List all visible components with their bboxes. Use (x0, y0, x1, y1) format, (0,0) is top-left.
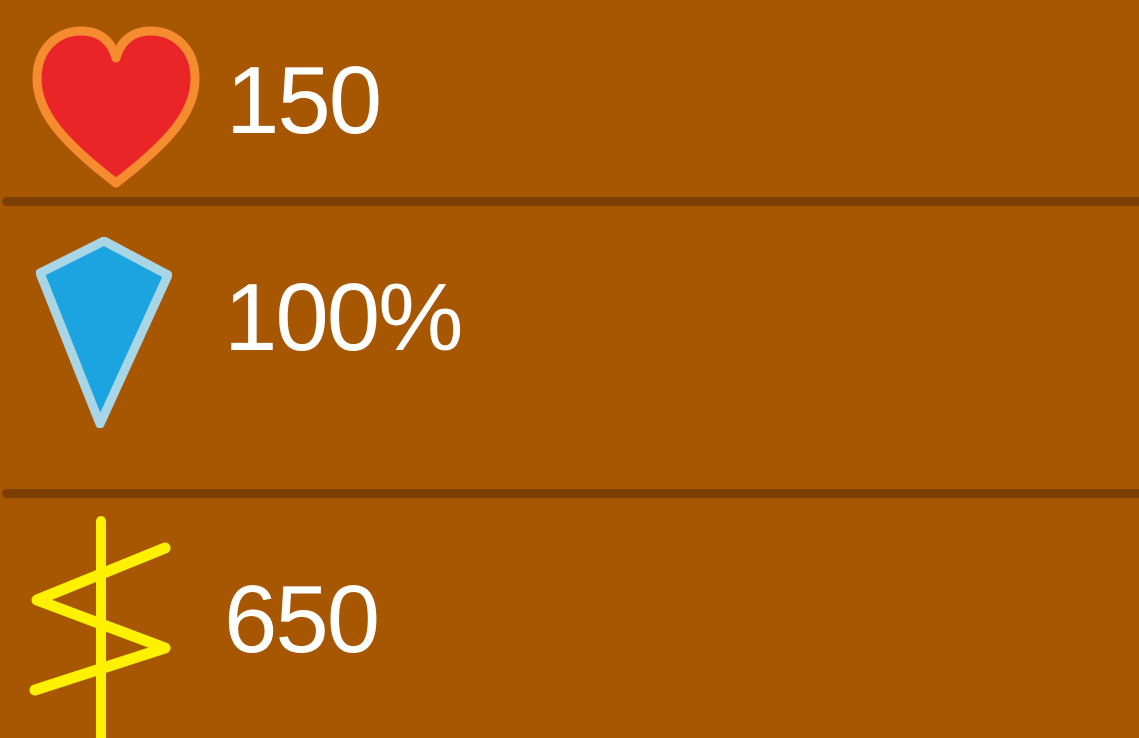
health-row: 150 (0, 0, 1139, 197)
dollar-zigzag (29, 542, 171, 696)
health-value: 150 (226, 47, 382, 154)
shield-icon (36, 237, 172, 428)
dollar-icon (29, 516, 171, 738)
shield-shape (36, 237, 172, 428)
row-divider (2, 489, 1139, 498)
shield-row: 100% (0, 206, 1139, 489)
heart-shape (32, 26, 200, 188)
heart-icon (32, 26, 200, 188)
row-divider (2, 197, 1139, 206)
money-row: 650 (0, 498, 1139, 738)
money-value: 650 (224, 566, 380, 673)
shield-value: 100% (224, 264, 464, 371)
